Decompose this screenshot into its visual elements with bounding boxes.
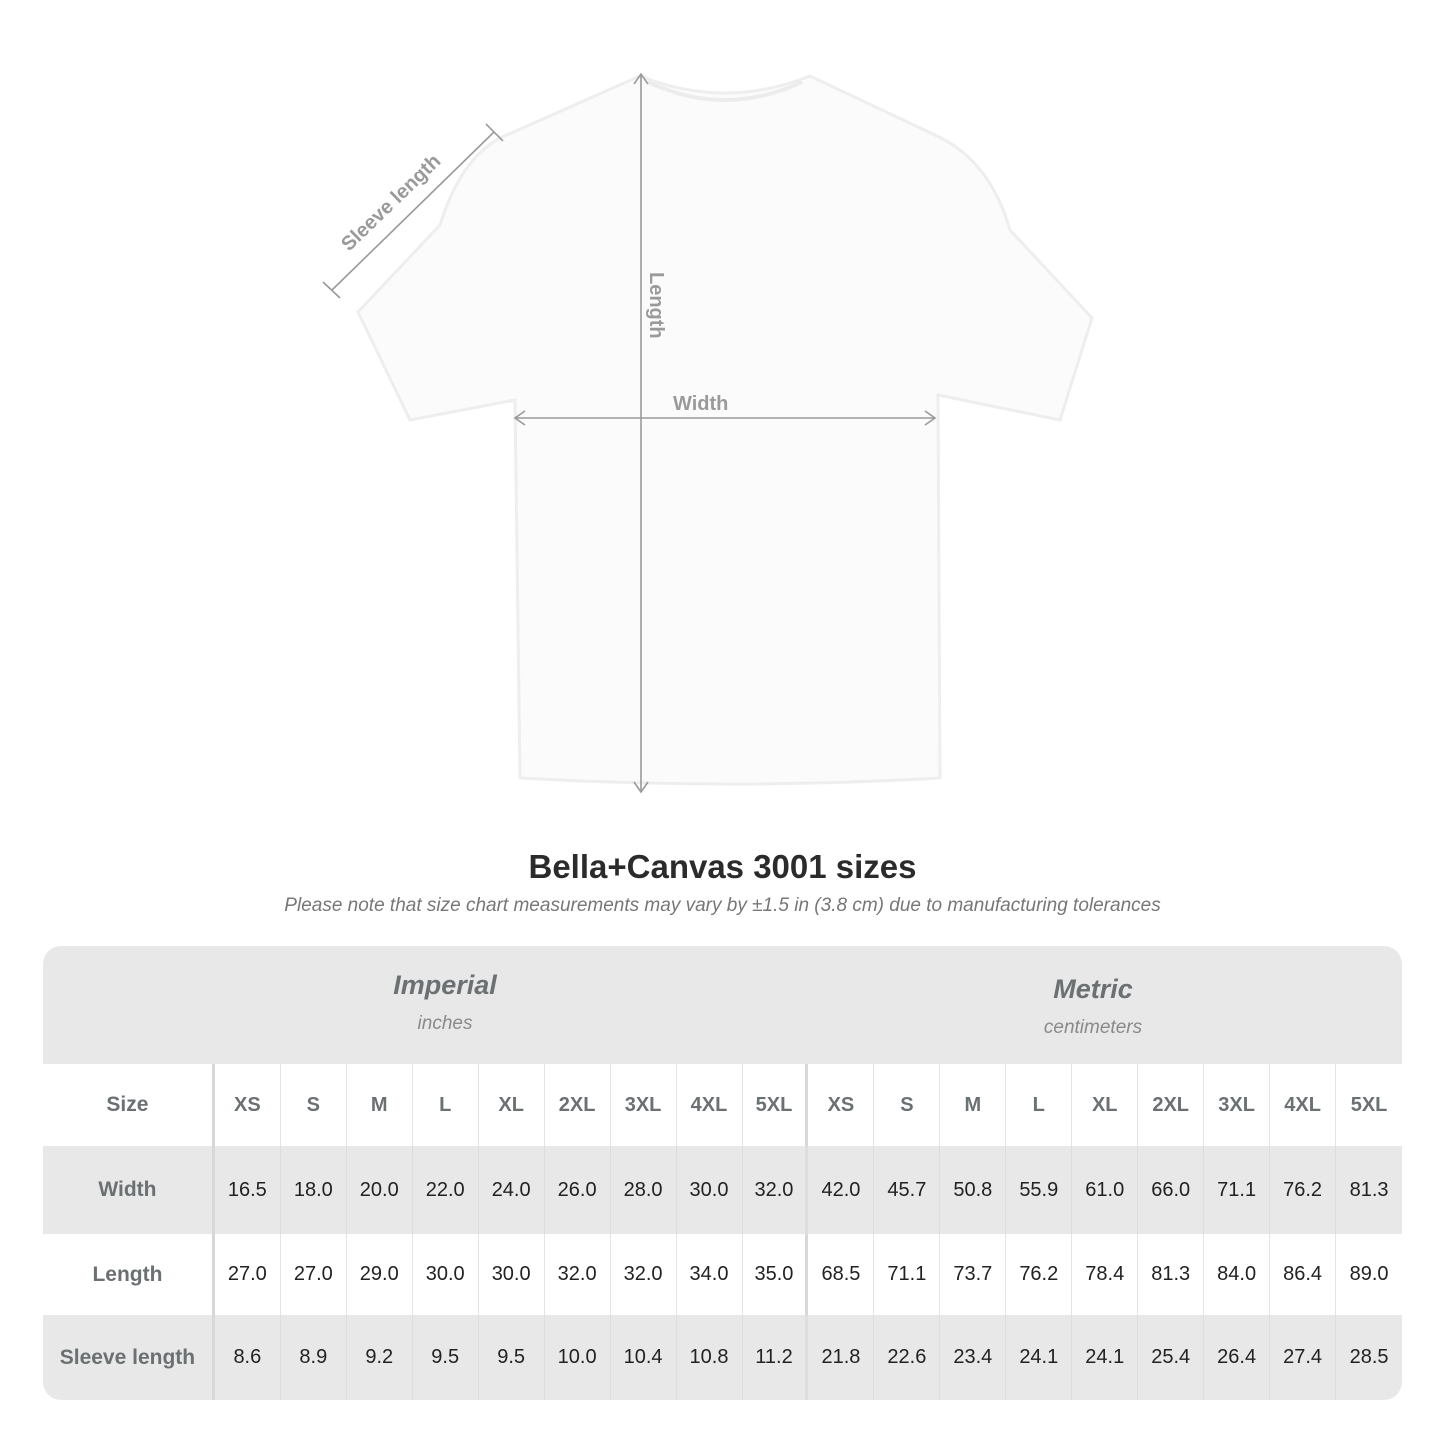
value-cell: 35.0 xyxy=(743,1234,809,1315)
value-cell: 20.0 xyxy=(347,1146,413,1234)
value-cell: 78.4 xyxy=(1072,1234,1139,1315)
size-header-cell: XS xyxy=(808,1064,875,1146)
value-cell: 27.0 xyxy=(281,1234,347,1315)
value-cell: 28.0 xyxy=(611,1146,677,1234)
value-cell: 32.0 xyxy=(545,1234,611,1315)
value-cell: 68.5 xyxy=(808,1234,875,1315)
value-cell: 42.0 xyxy=(808,1146,875,1234)
value-cell: 9.5 xyxy=(413,1315,479,1400)
value-cell: 26.0 xyxy=(545,1146,611,1234)
value-cell: 61.0 xyxy=(1072,1146,1139,1234)
value-cell: 30.0 xyxy=(677,1146,743,1234)
value-cell: 89.0 xyxy=(1349,1263,1389,1285)
size-header-cell: 5XL xyxy=(1350,1093,1388,1116)
tolerance-note: Please note that size chart measurements… xyxy=(284,895,1161,916)
length-arrow xyxy=(633,72,649,794)
value-cell: 55.9 xyxy=(1006,1146,1073,1234)
imperial-unit: inches xyxy=(417,1013,473,1034)
size-header-cell: L xyxy=(1006,1064,1073,1146)
size-header-cell: 4XL xyxy=(1270,1064,1337,1146)
value-cell: 8.6 xyxy=(215,1315,281,1400)
size-header-cell: 4XL xyxy=(677,1064,743,1146)
size-header-cell: 5XL xyxy=(743,1064,809,1146)
value-cell: 26.4 xyxy=(1204,1315,1271,1400)
value-cell: 71.1 xyxy=(874,1234,941,1315)
size-header-cell: XS xyxy=(215,1064,281,1146)
row-label: Width xyxy=(43,1146,215,1234)
size-header-cell: S xyxy=(874,1064,941,1146)
table-row: Width 16.5 18.0 20.0 22.0 24.0 26.0 28.0 30.0 32.… xyxy=(43,1146,1402,1234)
value-cell: 32.0 xyxy=(743,1146,809,1234)
value-cell: 73.7 xyxy=(940,1234,1007,1315)
value-cell: 10.0 xyxy=(545,1315,611,1400)
value-cell: 22.0 xyxy=(413,1146,479,1234)
size-header-cell: L xyxy=(413,1064,479,1146)
value-cell: 16.5 xyxy=(215,1146,281,1234)
tshirt-shape xyxy=(356,74,1094,786)
value-cell: 81.3 xyxy=(1138,1234,1205,1315)
value-cell: 30.0 xyxy=(479,1234,545,1315)
size-header-cell: XL xyxy=(1072,1064,1139,1146)
width-arrow xyxy=(513,410,937,426)
size-header-cell: S xyxy=(281,1064,347,1146)
metric-unit: centimeters xyxy=(1043,1017,1143,1038)
value-cell: 66.0 xyxy=(1138,1146,1205,1234)
value-cell: 34.0 xyxy=(677,1234,743,1315)
value-cell: 28.5 xyxy=(1349,1346,1389,1368)
imperial-title: Imperial xyxy=(393,970,497,1000)
row-label: Size xyxy=(43,1064,215,1146)
size-header-cell: M xyxy=(347,1064,413,1146)
sleeve-length-arrow xyxy=(322,123,504,299)
row-label: Length xyxy=(43,1234,215,1315)
value-cell: 29.0 xyxy=(347,1234,413,1315)
size-header-cell: XL xyxy=(479,1064,545,1146)
value-cell: 30.0 xyxy=(413,1234,479,1315)
value-cell: 10.8 xyxy=(677,1315,743,1400)
value-cell: 76.2 xyxy=(1006,1234,1073,1315)
imperial-header: Imperial inches xyxy=(245,970,645,1035)
value-cell: 45.7 xyxy=(874,1146,941,1234)
value-cell: 18.0 xyxy=(281,1146,347,1234)
width-label: Width xyxy=(673,393,728,415)
row-label: Sleeve length xyxy=(43,1315,215,1400)
value-cell: 10.4 xyxy=(611,1315,677,1400)
size-header-cell: 3XL xyxy=(1204,1064,1271,1146)
value-cell: 21.8 xyxy=(808,1315,875,1400)
length-label: Length xyxy=(645,272,667,339)
value-cell: 9.5 xyxy=(479,1315,545,1400)
value-cell: 27.0 xyxy=(215,1234,281,1315)
value-cell: 9.2 xyxy=(347,1315,413,1400)
unit-header: Imperial inches Metric centimeters xyxy=(43,946,1402,1064)
value-cell: 50.8 xyxy=(940,1146,1007,1234)
size-header-cell: M xyxy=(940,1064,1007,1146)
value-cell: 24.0 xyxy=(479,1146,545,1234)
size-header-row: Size XS S M L XL 2XL 3XL 4XL 5XL XS S M L XL 2XL 3XL 4XL 5… xyxy=(43,1064,1402,1146)
metric-title: Metric xyxy=(1053,974,1133,1004)
value-cell: 11.2 xyxy=(743,1315,809,1400)
table-row: Length 27.0 27.0 29.0 30.0 30.0 32.0 32.0 34.0 35… xyxy=(43,1234,1402,1315)
value-cell: 84.0 xyxy=(1204,1234,1271,1315)
size-header-cell: 3XL xyxy=(611,1064,677,1146)
value-cell: 25.4 xyxy=(1138,1315,1205,1400)
size-header-cell: 2XL xyxy=(545,1064,611,1146)
value-cell: 32.0 xyxy=(611,1234,677,1315)
value-cell: 27.4 xyxy=(1270,1315,1337,1400)
value-cell: 24.1 xyxy=(1006,1315,1073,1400)
value-cell: 86.4 xyxy=(1270,1234,1337,1315)
table-row: Sleeve length 8.6 8.9 9.2 9.5 9.5 10.0 10.4 10.8… xyxy=(43,1315,1402,1400)
size-header-cell: 2XL xyxy=(1138,1064,1205,1146)
value-cell: 24.1 xyxy=(1072,1315,1139,1400)
tshirt-diagram: Sleeve length Length Width xyxy=(322,72,1094,794)
value-cell: 23.4 xyxy=(940,1315,1007,1400)
value-cell: 8.9 xyxy=(281,1315,347,1400)
size-table: Imperial inches Metric centimeters Size X… xyxy=(43,946,1402,1400)
metric-header: Metric centimeters xyxy=(893,974,1293,1039)
value-cell: 71.1 xyxy=(1204,1146,1271,1234)
value-cell: 22.6 xyxy=(874,1315,941,1400)
value-cell: 76.2 xyxy=(1270,1146,1337,1234)
page-title: Bella+Canvas 3001 sizes xyxy=(528,848,917,885)
value-cell: 81.3 xyxy=(1349,1178,1389,1201)
collar xyxy=(647,80,803,102)
